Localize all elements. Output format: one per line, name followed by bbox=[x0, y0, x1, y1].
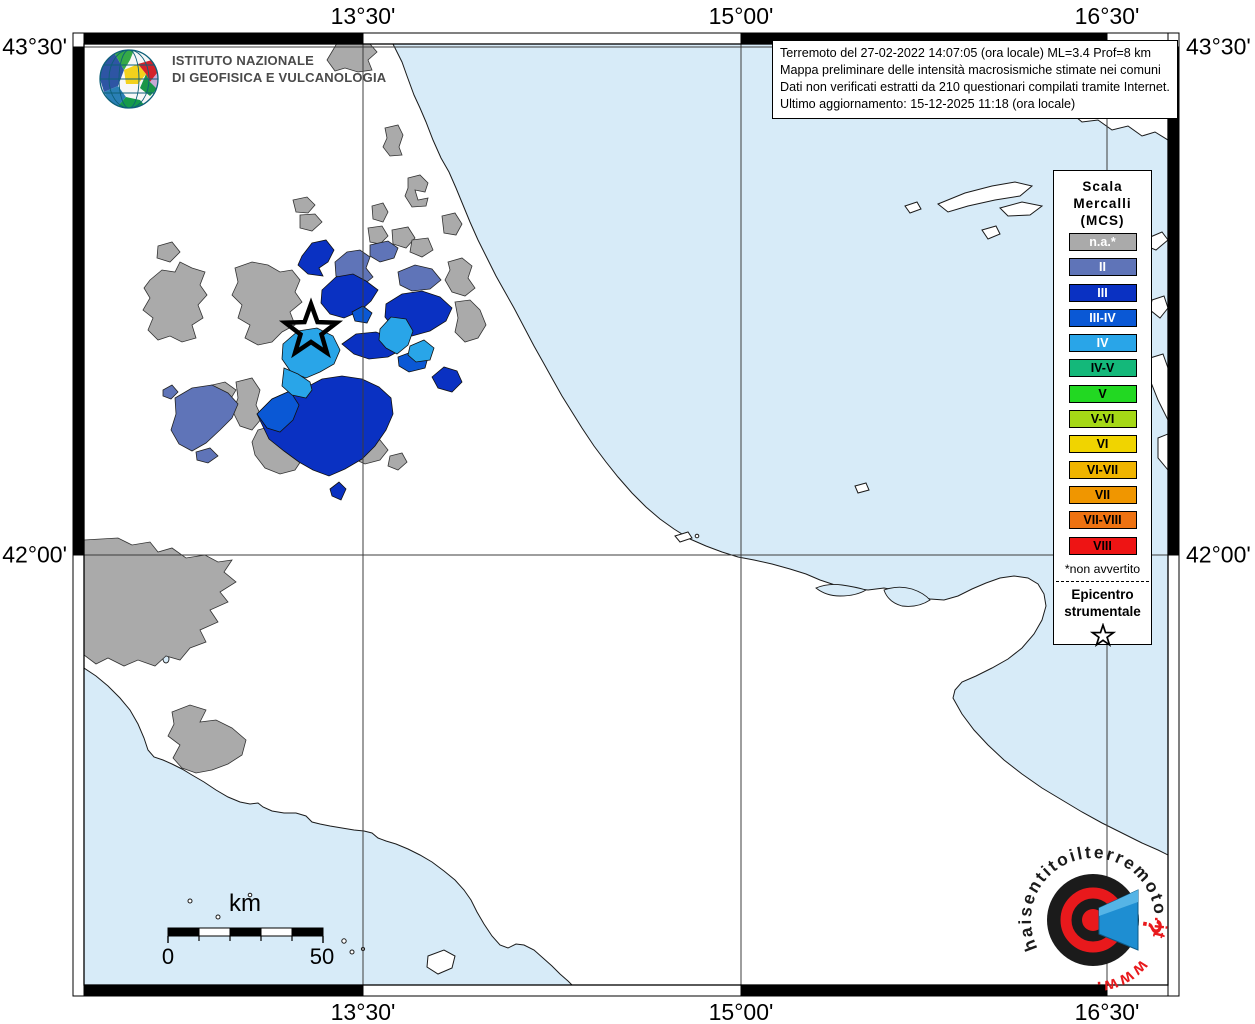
ingv-line1: ISTITUTO NAZIONALE bbox=[172, 53, 315, 68]
legend-swatch-na: n.a.* bbox=[1068, 233, 1137, 251]
info-line-mapdesc: Mappa preliminare delle intensità macros… bbox=[780, 63, 1161, 77]
info-line-data: Dati non verificati estratti da 210 ques… bbox=[780, 80, 1170, 94]
legend-swatch-iv: IV bbox=[1068, 334, 1137, 353]
legend-box: Scala Mercalli (MCS) n.a.* II III III-IV… bbox=[1053, 170, 1152, 647]
axis-top-13-30: 13°30' bbox=[330, 3, 396, 29]
scale-bar-start: 0 bbox=[161, 944, 175, 969]
question-mark-icon: ? bbox=[1136, 915, 1168, 936]
legend-swatches: n.a.* II III III-IV IV IV-V V V-VI VI VI… bbox=[1054, 233, 1151, 555]
axis-bottom-13-30: 13°30' bbox=[330, 999, 396, 1024]
legend-swatch-iv-v: IV-V bbox=[1068, 359, 1137, 378]
map-frame bbox=[72, 32, 1180, 997]
legend-star-icon bbox=[1054, 622, 1151, 654]
legend-epicenter-label: Epicentro strumentale bbox=[1064, 586, 1141, 619]
scale-bar bbox=[167, 927, 324, 943]
legend-swatch-vii-viii: VII-VIII bbox=[1068, 511, 1137, 530]
info-line-updated: Ultimo aggiornamento: 15-12-2025 11:18 (… bbox=[780, 97, 1076, 111]
tyrrhenian-islands bbox=[187, 892, 456, 975]
legend-footnote: *non avvertito bbox=[1064, 561, 1141, 576]
legend-title: Scala Mercalli (MCS) bbox=[1073, 179, 1132, 228]
ingv-logo-text: ISTITUTO NAZIONALE DI GEOFISICA E VULCAN… bbox=[172, 52, 386, 86]
legend-swatch-ii: II bbox=[1068, 258, 1137, 277]
axis-left-43-30: 43°30' bbox=[2, 33, 67, 60]
axis-left-42-00: 42°00' bbox=[2, 541, 67, 568]
ingv-line2: DI GEOFISICA E VULCANOLOGIA bbox=[172, 70, 387, 85]
axis-right-42-00: 42°00' bbox=[1186, 541, 1251, 568]
legend-swatch-vi-vii: VI-VII bbox=[1068, 460, 1137, 479]
legend-swatch-viii: VIII bbox=[1068, 536, 1137, 555]
axis-top-15-00: 15°00' bbox=[708, 3, 774, 29]
legend-separator bbox=[1056, 580, 1149, 582]
scale-bar-unit: km bbox=[229, 890, 261, 917]
axis-bottom-16-30: 16°30' bbox=[1074, 999, 1140, 1024]
legend-swatch-iii-iv: III-IV bbox=[1068, 308, 1137, 327]
ingv-logo-icon bbox=[99, 49, 159, 109]
legend-swatch-vii: VII bbox=[1068, 485, 1137, 504]
legend-swatch-iii: III bbox=[1068, 283, 1137, 302]
legend-swatch-vi: VI bbox=[1068, 435, 1137, 454]
legend-swatch-v-vi: V-VI bbox=[1068, 410, 1137, 429]
lagoon-lesina bbox=[815, 583, 868, 597]
axis-right-43-30: 43°30' bbox=[1186, 33, 1251, 60]
adriatic-islands bbox=[674, 181, 1168, 543]
lagoon-varano bbox=[883, 586, 931, 607]
epicenter-star-icon bbox=[278, 297, 344, 359]
axis-top-16-30: 16°30' bbox=[1074, 3, 1140, 29]
tyrrhenian-sea bbox=[84, 667, 573, 985]
legend-swatch-v: V bbox=[1068, 384, 1137, 403]
info-line-event: Terremoto del 27-02-2022 14:07:05 (ora l… bbox=[780, 46, 1152, 60]
earthquake-info-box: Terremoto del 27-02-2022 14:07:05 (ora l… bbox=[772, 40, 1178, 119]
axis-bottom-15-00: 15°00' bbox=[708, 999, 774, 1024]
scale-bar-end: 50 bbox=[309, 944, 335, 969]
